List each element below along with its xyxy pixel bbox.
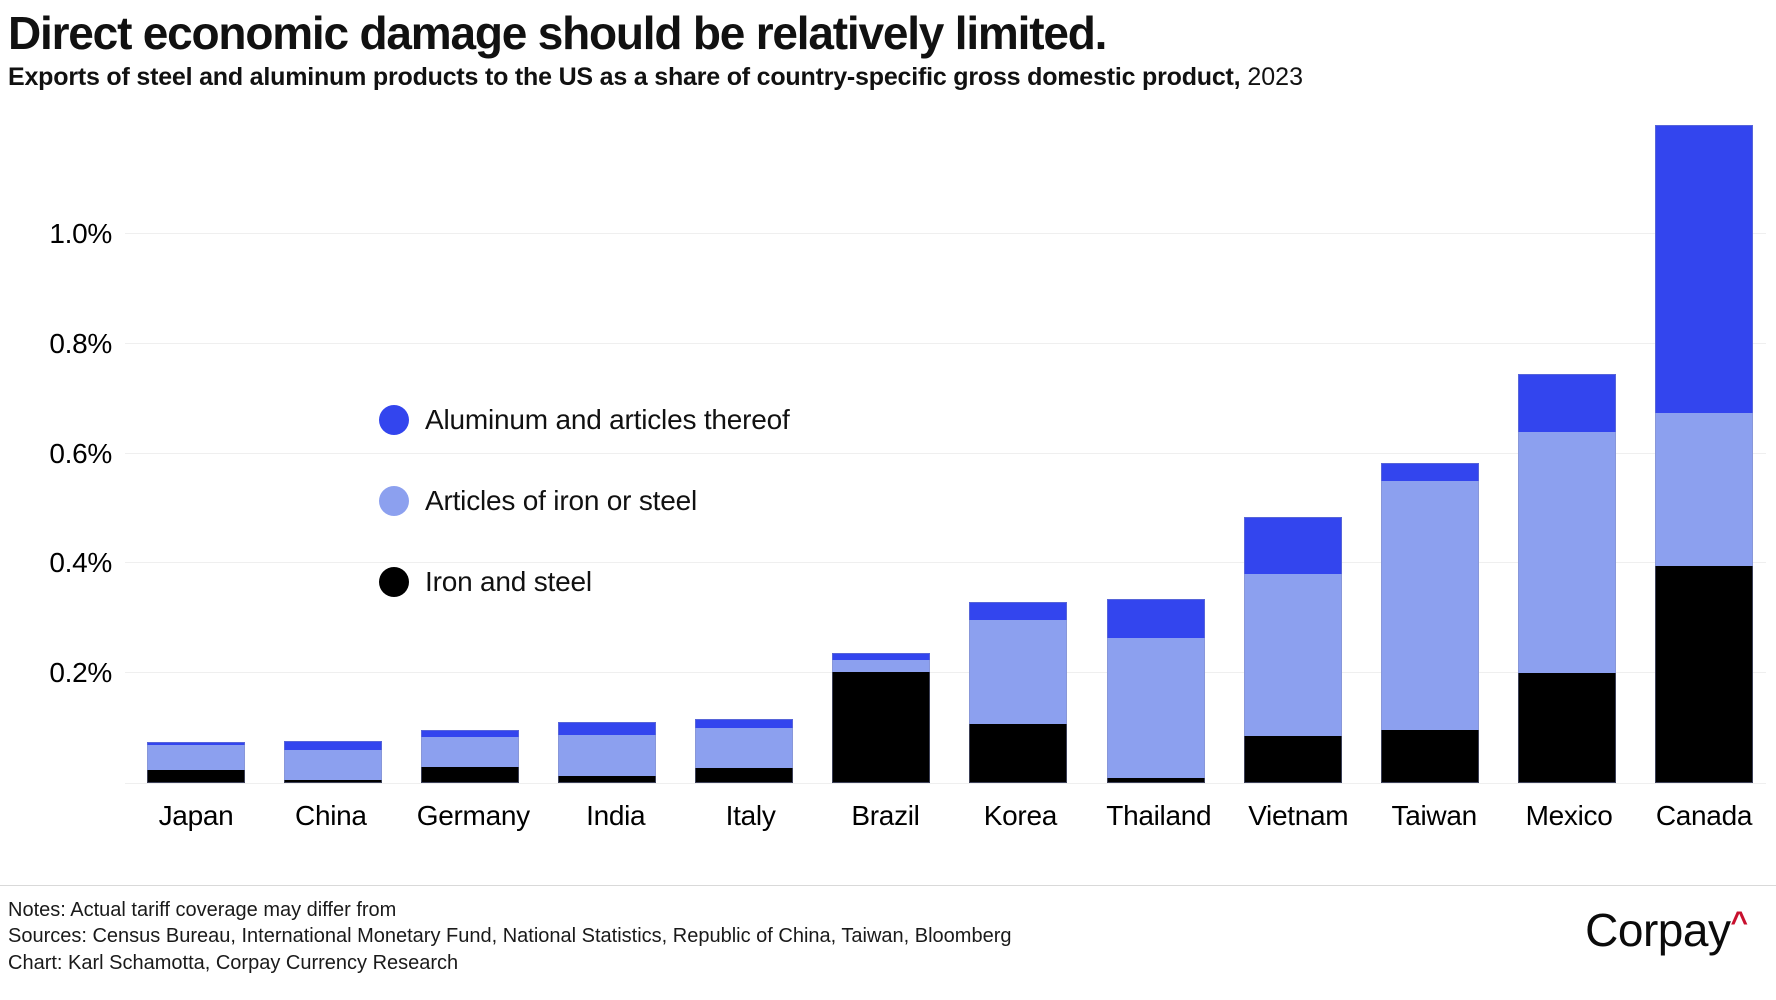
legend-dot-icon — [379, 486, 409, 516]
x-label-germany: Germany — [416, 800, 530, 831]
bar-vietnam — [1243, 516, 1342, 783]
x-label-vietnam: Vietnam — [1248, 800, 1349, 831]
segment-articles-of-iron-or-steel — [284, 749, 383, 781]
legend-dot-icon — [379, 405, 409, 435]
bar-japan — [147, 741, 245, 783]
sources-line: Sources: Census Bureau, International Mo… — [8, 925, 1012, 948]
gridline-1.0% — [125, 233, 1766, 234]
segment-iron-and-steel — [1243, 735, 1342, 783]
bar-thailand — [1106, 599, 1205, 783]
segment-articles-of-iron-or-steel — [832, 660, 931, 673]
segment-articles-of-iron-or-steel — [695, 728, 794, 769]
segment-articles-of-iron-or-steel — [147, 744, 245, 770]
segment-iron-and-steel — [1106, 778, 1205, 783]
gridline-0.4% — [125, 562, 1766, 564]
y-tick-label: 0.2% — [49, 657, 112, 689]
y-tick-label: 0.8% — [49, 327, 112, 359]
segment-iron-and-steel — [1654, 566, 1753, 783]
gridlines — [125, 110, 1766, 783]
bar-italy — [695, 719, 794, 783]
footer-notes: Notes: Actual tariff coverage may differ… — [8, 897, 1012, 976]
segment-articles-of-iron-or-steel — [421, 736, 520, 768]
segment-aluminum-and-articles-thereof — [147, 741, 245, 745]
x-label-taiwan: Taiwan — [1391, 800, 1478, 831]
corpay-logo-text: Corpay — [1585, 904, 1731, 956]
segment-aluminum-and-articles-thereof — [1106, 599, 1205, 639]
segment-articles-of-iron-or-steel — [1517, 432, 1616, 674]
segment-aluminum-and-articles-thereof — [695, 719, 794, 729]
legend-label: Iron and steel — [425, 566, 592, 597]
segment-iron-and-steel — [147, 769, 245, 783]
legend-item: Articles of iron or steel — [379, 485, 790, 516]
legend-label: Articles of iron or steel — [425, 485, 697, 516]
segment-aluminum-and-articles-thereof — [284, 740, 383, 750]
legend-item: Iron and steel — [379, 566, 790, 597]
x-label-canada: Canada — [1655, 800, 1753, 831]
subtitle-text: Exports of steel and aluminum products t… — [8, 63, 1241, 91]
legend-item: Aluminum and articles thereof — [379, 404, 790, 435]
bars-container — [147, 110, 1753, 783]
bar-mexico — [1517, 373, 1616, 783]
bar-germany — [421, 729, 520, 783]
x-label-brazil: Brazil — [851, 800, 920, 831]
segment-aluminum-and-articles-thereof — [558, 721, 657, 735]
gridline-0.8% — [125, 342, 1766, 344]
legend: Aluminum and articles thereof Articles of… — [379, 404, 790, 648]
x-axis-labels: Japan China Germany India Italy Brazil Korea Th… — [147, 800, 1753, 832]
bar-india — [558, 721, 657, 783]
segment-iron-and-steel — [695, 768, 794, 783]
bar-canada — [1654, 124, 1753, 783]
x-label-italy: Italy — [725, 800, 776, 831]
legend-dot-icon — [379, 567, 409, 597]
segment-aluminum-and-articles-thereof — [1380, 462, 1479, 482]
y-axis-labels: 0.2% 0.4% 0.6% 0.8% 1.0% — [0, 110, 112, 783]
segment-iron-and-steel — [1380, 729, 1479, 783]
x-label-india: India — [586, 800, 646, 831]
page-title: Direct economic damage should be relativ… — [8, 7, 1107, 59]
segment-iron-and-steel — [1517, 673, 1616, 783]
credit-line: Chart: Karl Schamotta, Corpay Currency R… — [8, 951, 459, 974]
subtitle-year: 2023 — [1247, 63, 1303, 91]
segment-aluminum-and-articles-thereof — [832, 652, 931, 661]
x-label-china: China — [295, 800, 367, 831]
corpay-logo: Corpay^ — [1585, 903, 1748, 957]
y-tick-label: 0.4% — [49, 547, 112, 579]
segment-iron-and-steel — [969, 724, 1068, 783]
x-label-japan: Japan — [158, 800, 234, 831]
gridline-0.6% — [125, 452, 1766, 454]
legend-label: Aluminum and articles thereof — [425, 404, 790, 435]
x-label-korea: Korea — [983, 800, 1058, 831]
segment-aluminum-and-articles-thereof — [969, 601, 1068, 621]
segment-iron-and-steel — [284, 780, 383, 783]
bar-korea — [969, 601, 1068, 783]
footer-divider — [0, 885, 1776, 886]
segment-aluminum-and-articles-thereof — [1243, 516, 1342, 574]
x-label-thailand: Thailand — [1106, 800, 1212, 831]
segment-aluminum-and-articles-thereof — [1654, 124, 1753, 413]
gridline-0.2% — [125, 672, 1766, 674]
segment-articles-of-iron-or-steel — [558, 734, 657, 776]
bar-china — [284, 740, 383, 783]
x-label-mexico: Mexico — [1525, 800, 1613, 831]
segment-aluminum-and-articles-thereof — [421, 729, 520, 737]
segment-iron-and-steel — [421, 767, 520, 783]
segment-iron-and-steel — [832, 672, 931, 783]
segment-articles-of-iron-or-steel — [1380, 481, 1479, 730]
bar-taiwan — [1380, 462, 1479, 783]
segment-articles-of-iron-or-steel — [969, 620, 1068, 725]
segment-aluminum-and-articles-thereof — [1517, 373, 1616, 433]
plot-area: Aluminum and articles thereof Articles of… — [147, 110, 1753, 783]
corpay-logo-caret-icon: ^ — [1730, 906, 1748, 939]
x-axis-baseline — [125, 783, 1766, 784]
segment-articles-of-iron-or-steel — [1243, 573, 1342, 736]
chart-subtitle: Exports of steel and aluminum products t… — [8, 63, 1303, 92]
y-tick-label: 1.0% — [49, 218, 112, 249]
segment-iron-and-steel — [558, 775, 657, 783]
segment-articles-of-iron-or-steel — [1654, 412, 1753, 567]
y-tick-label: 0.6% — [49, 437, 112, 469]
notes-line: Notes: Actual tariff coverage may differ… — [8, 899, 397, 921]
bar-brazil — [832, 652, 931, 783]
segment-articles-of-iron-or-steel — [1106, 638, 1205, 779]
